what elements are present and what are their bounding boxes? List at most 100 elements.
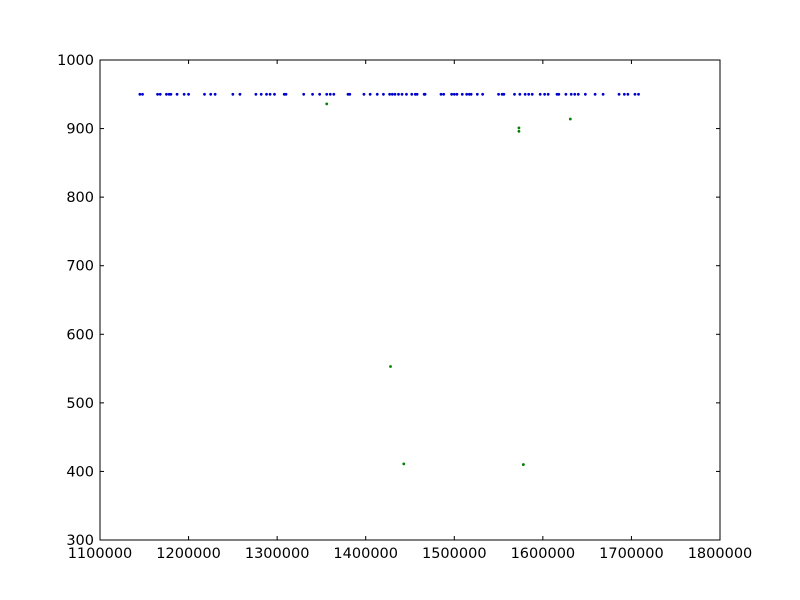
data-point xyxy=(397,92,400,96)
x-tick-label: 1100000 xyxy=(68,546,133,562)
x-tick-label: 1300000 xyxy=(245,546,310,562)
data-point xyxy=(213,92,217,96)
data-point xyxy=(138,92,142,96)
data-point xyxy=(284,92,288,96)
data-point xyxy=(626,92,630,96)
data-point xyxy=(302,92,306,96)
series-1 xyxy=(138,92,640,96)
y-tick-label: 600 xyxy=(66,327,94,343)
y-tick-label: 300 xyxy=(66,533,94,549)
data-point xyxy=(569,92,573,96)
x-tick-label: 1600000 xyxy=(511,546,576,562)
y-tick-label: 700 xyxy=(66,259,94,275)
data-point xyxy=(175,92,179,96)
data-point xyxy=(455,92,459,96)
data-point xyxy=(368,92,372,96)
data-point xyxy=(538,92,542,96)
y-tick-label: 1000 xyxy=(57,53,94,69)
data-point xyxy=(622,92,626,96)
data-point xyxy=(388,92,392,96)
data-point xyxy=(332,92,336,96)
data-point xyxy=(583,92,587,96)
data-point xyxy=(402,462,406,466)
y-tick-label: 500 xyxy=(66,396,94,412)
data-point xyxy=(400,92,404,96)
y-tick-labels: 300 400 500 600 700 800 900 1000 xyxy=(57,53,94,549)
data-point xyxy=(543,92,547,96)
data-point xyxy=(460,92,464,96)
data-point xyxy=(481,92,485,96)
data-point xyxy=(637,92,640,96)
data-point xyxy=(465,92,469,96)
data-point xyxy=(405,92,408,96)
points-layer xyxy=(138,92,640,466)
data-point xyxy=(521,463,525,466)
data-point xyxy=(518,92,522,96)
y-tick-label: 800 xyxy=(66,190,94,206)
data-point xyxy=(259,92,263,96)
data-point xyxy=(375,92,379,96)
data-point xyxy=(633,92,637,96)
data-point xyxy=(169,92,173,96)
data-point xyxy=(617,92,621,96)
data-point xyxy=(601,92,605,96)
data-point xyxy=(390,92,394,96)
x-tick-label: 1800000 xyxy=(688,546,753,562)
data-point xyxy=(513,92,516,96)
data-point xyxy=(187,92,190,96)
data-point xyxy=(203,92,206,96)
data-point xyxy=(182,92,186,96)
x-tick-label: 1400000 xyxy=(333,546,398,562)
data-point xyxy=(576,92,580,96)
data-point xyxy=(318,92,322,96)
x-tick-label: 1200000 xyxy=(156,546,221,562)
data-point xyxy=(268,92,272,96)
data-point xyxy=(265,92,268,96)
data-point xyxy=(209,92,213,96)
data-point xyxy=(325,92,329,96)
axes-background xyxy=(100,60,720,540)
data-point xyxy=(439,92,443,96)
x-tick-label: 1500000 xyxy=(422,546,487,562)
data-point xyxy=(415,92,419,96)
data-point xyxy=(546,92,550,96)
data-point xyxy=(502,92,506,96)
data-point xyxy=(568,117,572,121)
data-point xyxy=(530,92,534,96)
data-point xyxy=(325,102,329,106)
plot-area xyxy=(99,59,721,541)
data-point xyxy=(393,92,397,96)
data-point xyxy=(469,92,473,96)
data-point xyxy=(273,92,276,96)
ticks-layer xyxy=(99,59,721,541)
x-tick-labels: 1100000 1200000 1300000 1400000 1500000 16000… xyxy=(68,546,753,562)
data-point xyxy=(254,92,258,96)
data-point xyxy=(348,92,352,96)
data-point xyxy=(362,92,366,96)
data-point xyxy=(527,92,531,96)
data-point xyxy=(328,92,332,96)
data-point xyxy=(573,92,577,96)
y-tick-label: 900 xyxy=(66,122,94,138)
data-point xyxy=(410,92,414,96)
data-point xyxy=(517,126,521,130)
data-point xyxy=(165,92,168,96)
series-2 xyxy=(325,102,572,466)
data-point xyxy=(442,92,446,96)
data-point xyxy=(497,92,500,96)
data-point xyxy=(557,92,561,96)
data-point xyxy=(523,92,527,96)
axes-frame xyxy=(99,59,721,541)
data-point xyxy=(452,92,456,96)
data-point xyxy=(158,92,162,96)
data-point xyxy=(450,92,454,96)
data-point xyxy=(311,92,314,96)
y-tick-label: 400 xyxy=(66,464,94,480)
data-point xyxy=(382,92,385,96)
data-point xyxy=(517,129,521,133)
data-point xyxy=(141,92,144,96)
data-point xyxy=(564,92,568,96)
data-point xyxy=(475,92,479,96)
x-tick-label: 1700000 xyxy=(599,546,664,562)
